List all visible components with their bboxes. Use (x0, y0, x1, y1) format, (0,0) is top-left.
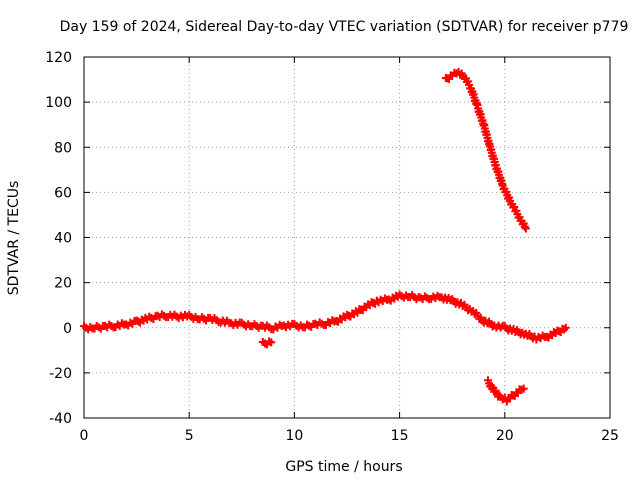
series-upper-branch (441, 67, 530, 233)
data-point (519, 384, 528, 393)
y-tick-labels: -40 -20 0 20 40 60 80 100 120 (45, 50, 72, 427)
plot-frame (83, 56, 611, 419)
y-tick-label: 0 (63, 321, 72, 337)
y-axis-label: SDTVAR / TECUs (6, 181, 22, 296)
x-tick-label: 0 (80, 428, 89, 444)
x-tick-label: 5 (185, 428, 194, 444)
series-main-trace (80, 290, 570, 344)
y-tick-label: 60 (54, 185, 72, 201)
x-tick-labels: 0 5 10 15 20 25 (80, 428, 619, 444)
x-tick-label: 20 (496, 428, 514, 444)
grid-lines (84, 57, 610, 418)
data-point (521, 224, 530, 233)
data-points (80, 67, 570, 406)
axis-ticks (83, 56, 611, 419)
y-tick-label: 100 (45, 95, 72, 111)
series-dip-segment (258, 337, 276, 349)
series-lower-branch (483, 376, 528, 406)
x-axis-label: GPS time / hours (285, 459, 402, 475)
y-tick-label: 40 (54, 231, 72, 247)
x-tick-label: 10 (285, 428, 303, 444)
y-tick-label: 20 (54, 276, 72, 292)
data-point (267, 338, 276, 347)
data-point (561, 323, 570, 332)
x-tick-label: 15 (391, 428, 409, 444)
y-tick-label: 80 (54, 140, 72, 156)
y-tick-label: -20 (49, 366, 72, 382)
y-tick-label: 120 (45, 50, 72, 66)
y-tick-label: -40 (49, 411, 72, 427)
chart-title: Day 159 of 2024, Sidereal Day-to-day VTE… (60, 19, 629, 35)
x-tick-label: 25 (601, 428, 619, 444)
